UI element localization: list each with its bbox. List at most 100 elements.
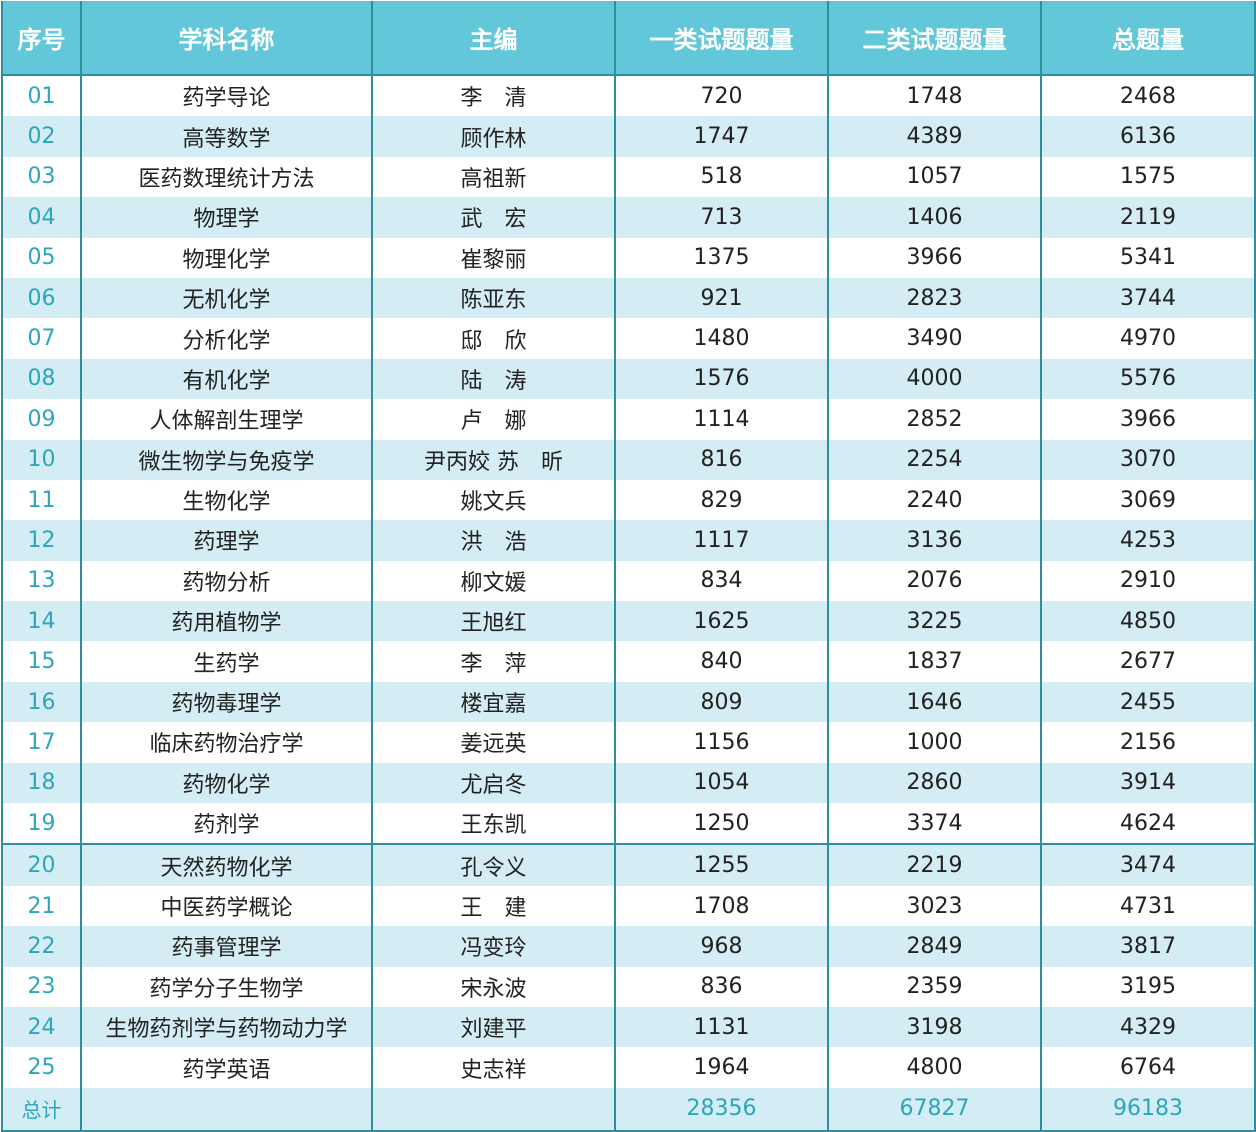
total-count: 2677 [1040, 641, 1256, 682]
table-row: 25 药学英语 史志祥 1964 4800 6764 [1, 1047, 1256, 1088]
table-row: 05 物理化学 崔黎丽 1375 3966 5341 [1, 237, 1256, 278]
class2-count: 4389 [827, 116, 1042, 157]
class2-count: 2076 [827, 560, 1042, 602]
class1-count: 1156 [614, 722, 829, 763]
class2-count: 2849 [827, 926, 1042, 967]
chief-editor: 王旭红 [371, 601, 616, 642]
row-index: 16 [1, 681, 82, 723]
class1-count: 840 [614, 641, 829, 682]
header-class2-count: 二类试题题量 [827, 1, 1042, 76]
subject-name: 药剂学 [80, 803, 373, 845]
total-count: 3914 [1040, 762, 1256, 804]
subject-name: 中医药学概论 [80, 885, 373, 927]
chief-editor: 孔令义 [371, 843, 616, 886]
chief-editor: 楼宜嘉 [371, 681, 616, 723]
table-row: 06 无机化学 陈亚东 921 2823 3744 [1, 277, 1256, 319]
header-editor: 主编 [371, 1, 616, 76]
subject-name: 生物药剂学与药物动力学 [80, 1006, 373, 1048]
subject-name: 生药学 [80, 641, 373, 682]
row-index: 07 [1, 318, 82, 359]
row-index: 25 [1, 1047, 82, 1088]
chief-editor: 宋永波 [371, 966, 616, 1007]
total-count: 3817 [1040, 926, 1256, 967]
chief-editor: 王东凯 [371, 803, 616, 845]
class1-count: 1480 [614, 318, 829, 359]
total-count: 4329 [1040, 1006, 1256, 1048]
table-row: 04 物理学武 宏 713 1406 2119 [1, 197, 1256, 238]
header-subject: 学科名称 [80, 1, 373, 76]
total-count: 2910 [1040, 560, 1256, 602]
class2-count: 3023 [827, 885, 1042, 927]
subject-name: 有机化学 [80, 358, 373, 400]
class1-count: 834 [614, 560, 829, 602]
class2-count: 3374 [827, 803, 1042, 845]
subject-name: 生物化学 [80, 479, 373, 521]
row-index: 08 [1, 358, 82, 400]
chief-editor: 陈亚东 [371, 277, 616, 319]
subject-name: 药事管理学 [80, 926, 373, 967]
header-class1-count: 一类试题题量 [614, 1, 829, 76]
table-row: 07 分析化学邸 欣 1480 3490 4970 [1, 318, 1256, 359]
total-subject-empty [80, 1087, 373, 1132]
class1-count: 1576 [614, 358, 829, 400]
class1-count: 1131 [614, 1006, 829, 1048]
row-index: 18 [1, 762, 82, 804]
subject-name: 药理学 [80, 520, 373, 561]
subject-name: 药物分析 [80, 560, 373, 602]
class2-count: 1000 [827, 722, 1042, 763]
row-index: 03 [1, 156, 82, 198]
table-row: 11 生物化学 姚文兵 829 2240 3069 [1, 479, 1256, 521]
class2-count: 3966 [827, 237, 1042, 278]
table-row: 17 临床药物治疗学 姜远英 1156 1000 2156 [1, 722, 1256, 763]
class2-count: 2852 [827, 399, 1042, 440]
class2-count: 2860 [827, 762, 1042, 804]
total-count: 2156 [1040, 722, 1256, 763]
subject-name: 药学分子生物学 [80, 966, 373, 1007]
row-index: 14 [1, 601, 82, 642]
total-count: 6136 [1040, 116, 1256, 157]
chief-editor: 卢 娜 [371, 399, 616, 440]
subject-name: 药用植物学 [80, 601, 373, 642]
table-row: 21 中医药学概论王 建 1708 3023 4731 [1, 885, 1256, 927]
chief-editor: 刘建平 [371, 1006, 616, 1048]
row-index: 20 [1, 843, 82, 886]
row-index: 12 [1, 520, 82, 561]
chief-editor: 尤启冬 [371, 762, 616, 804]
class2-count: 1748 [827, 75, 1042, 117]
class1-count: 1964 [614, 1047, 829, 1088]
class1-count: 1255 [614, 843, 829, 886]
class1-count: 1114 [614, 399, 829, 440]
class2-count: 3136 [827, 520, 1042, 561]
chief-editor: 史志祥 [371, 1047, 616, 1088]
total-count: 3474 [1040, 843, 1256, 886]
class1-count: 1117 [614, 520, 829, 561]
chief-editor: 尹丙姣 苏 昕 [371, 439, 616, 480]
class2-count: 2219 [827, 843, 1042, 886]
class1-count: 713 [614, 197, 829, 238]
subject-name: 药学英语 [80, 1047, 373, 1088]
class1-count: 829 [614, 479, 829, 521]
class2-count: 1646 [827, 681, 1042, 723]
class1-count: 1250 [614, 803, 829, 845]
total-label: 总计 [1, 1087, 82, 1132]
total-count: 5341 [1040, 237, 1256, 278]
row-index: 06 [1, 277, 82, 319]
row-index: 13 [1, 560, 82, 602]
class2-count: 2254 [827, 439, 1042, 480]
subject-name: 医药数理统计方法 [80, 156, 373, 198]
total-count: 1575 [1040, 156, 1256, 198]
chief-editor: 柳文媛 [371, 560, 616, 602]
chief-editor: 崔黎丽 [371, 237, 616, 278]
table-row: 09 人体解剖生理学卢 娜 1114 2852 3966 [1, 399, 1256, 440]
row-index: 21 [1, 885, 82, 927]
class1-count: 1625 [614, 601, 829, 642]
header-row: 序号 学科名称 主编 一类试题题量 二类试题题量 总题量 [1, 1, 1256, 76]
row-index: 01 [1, 75, 82, 117]
total-count: 6764 [1040, 1047, 1256, 1088]
chief-editor: 邸 欣 [371, 318, 616, 359]
subject-name: 物理化学 [80, 237, 373, 278]
total-count: 3966 [1040, 399, 1256, 440]
class2-count: 2359 [827, 966, 1042, 1007]
row-index: 17 [1, 722, 82, 763]
